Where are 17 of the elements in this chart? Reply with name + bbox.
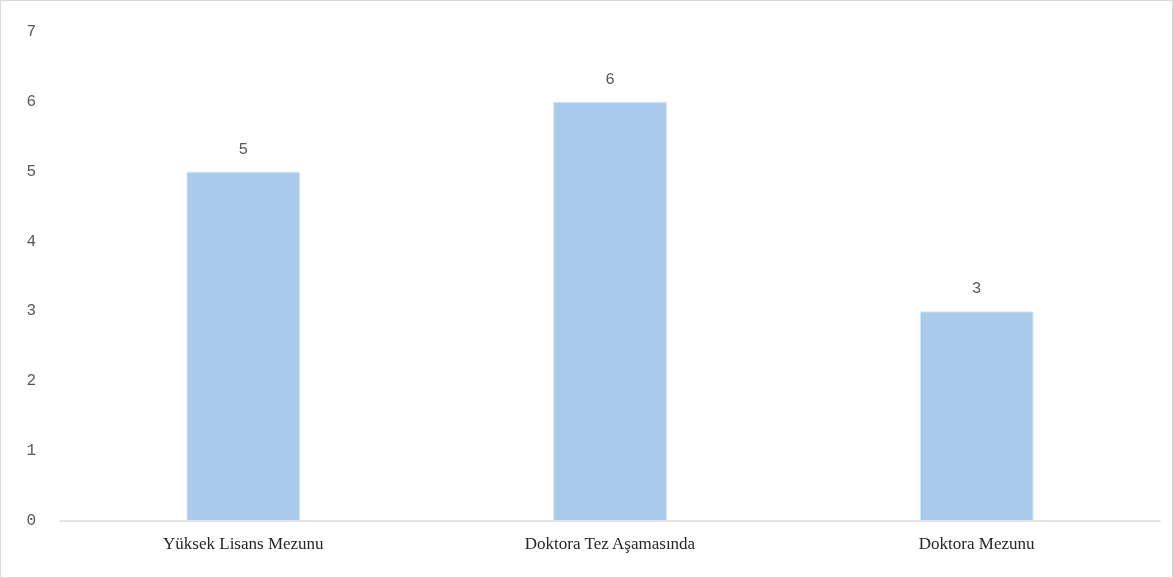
x-tick-label: Doktora Mezunu (918, 534, 1035, 553)
x-tick-label: Doktora Tez Aşamasında (524, 534, 696, 553)
y-tick-label: 0 (26, 512, 36, 530)
y-tick-label: 6 (26, 92, 36, 111)
y-tick-label: 7 (26, 23, 36, 41)
y-tick-label: 2 (26, 372, 36, 391)
bar (919, 311, 1034, 521)
x-tick-label: Yüksek Lisans Mezunu (163, 534, 325, 553)
data-label: 6 (605, 70, 615, 89)
data-label: 5 (238, 140, 249, 159)
y-tick-label: 5 (26, 162, 36, 181)
y-tick-label: 4 (26, 232, 36, 251)
data-label: 3 (971, 280, 982, 299)
bar (553, 101, 667, 521)
bar (186, 171, 301, 521)
y-tick-label: 1 (26, 442, 36, 461)
y-tick-label: 3 (26, 302, 36, 321)
